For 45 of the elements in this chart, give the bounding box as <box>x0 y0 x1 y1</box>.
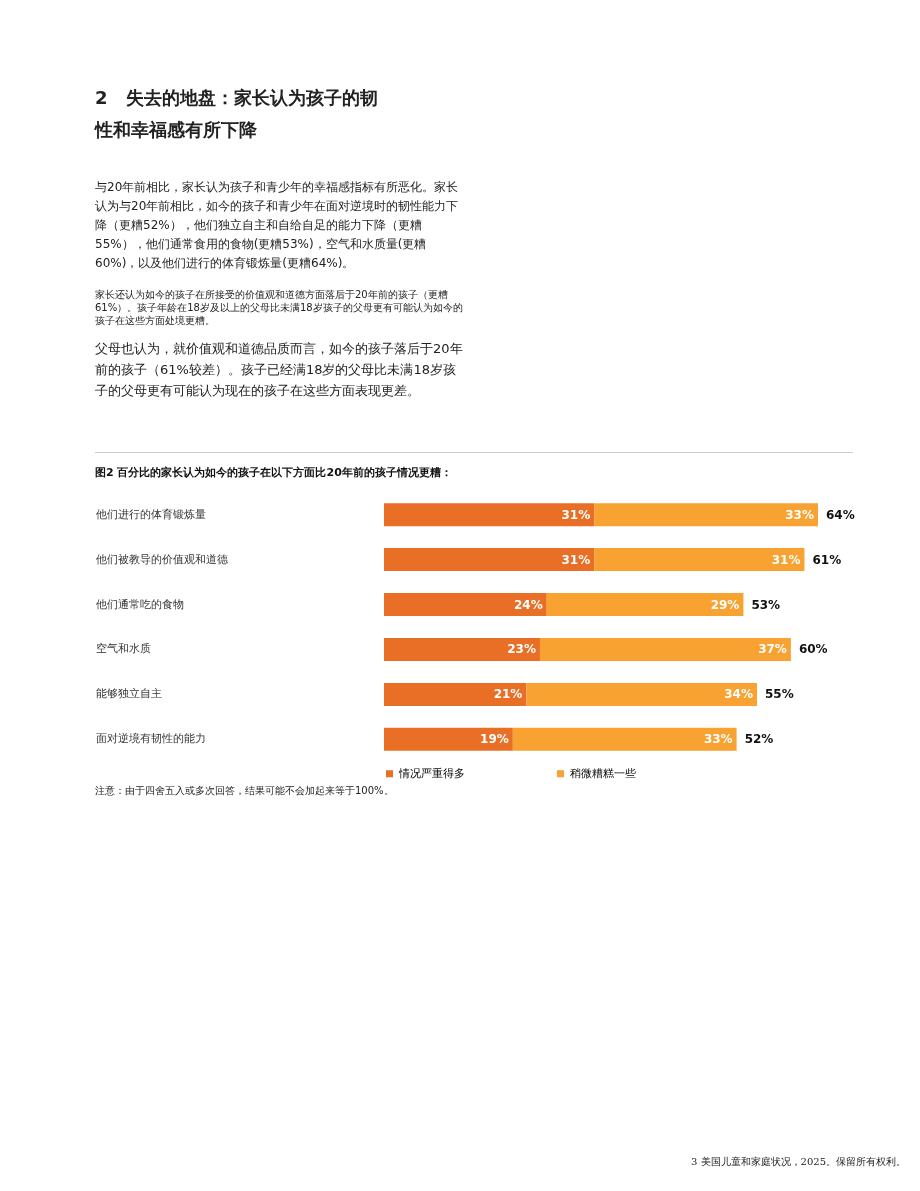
text: 2 失去的地盘：家长认为孩子的韧性和幸福感有所下降 <box>95 86 379 142</box>
bar <box>539 637 791 661</box>
bar <box>384 637 540 661</box>
total-label: 61% <box>812 552 842 567</box>
y-tick-label: 他们通常吃的食物 <box>95 597 184 611</box>
bar <box>526 682 757 706</box>
data-label: 19% <box>480 732 509 747</box>
bar <box>384 503 595 527</box>
data-label: 37% <box>758 642 787 657</box>
data-label: 33% <box>785 507 814 522</box>
legend-label: 情况严重得多 <box>398 766 465 780</box>
data-label: 31% <box>771 552 801 567</box>
text: 3 美国儿童和家庭状况，2025。保留所有权利。 <box>691 1155 906 1169</box>
bar <box>384 727 513 751</box>
legend-label: 稍微糟糕一些 <box>570 766 636 780</box>
bar <box>594 503 818 527</box>
text: 与20年前相比，家长认为孩子和青少年的幸福感指标有所恶化。家长认为与20年前相比，如今的孩子和青少年在面对逆境时的韧性能力下降（更糟52%），他们独立自主和自给自足的能力下降（更糟55%），他们通常食用的食物(更糟53%)，空气和水质量(更糟60%)，以及他们进行的体育锻炼量(更糟64%)。 <box>95 179 460 272</box>
y-tick-label: 空气和水质 <box>95 642 151 656</box>
data-label: 33% <box>703 732 733 747</box>
bar <box>384 593 547 617</box>
text: 图2 百分比的家长认为如今的孩子在以下方面比20年前的孩子情况更糟： <box>95 466 452 479</box>
data-label: 24% <box>514 597 543 612</box>
total-label: 52% <box>744 732 774 747</box>
total-label: 64% <box>826 507 855 522</box>
bar <box>384 548 595 572</box>
text: 家长还认为如今的孩子在所接受的价值观和道德方面落后于20年前的孩子（更糟61%）。孩子年龄在18岁及以上的父母比未满18岁孩子的父母更有可能认为如今的孩子在这些方面处境更糟。 <box>95 288 464 327</box>
bar <box>594 548 805 572</box>
data-label: 29% <box>710 597 740 612</box>
total-label: 55% <box>764 687 794 702</box>
bar <box>384 682 527 706</box>
bar <box>512 727 737 751</box>
data-label: 21% <box>493 687 523 702</box>
data-label: 31% <box>561 507 591 522</box>
data-label: 34% <box>724 687 753 702</box>
y-tick-label: 他们被教导的价值观和道德 <box>95 552 228 566</box>
y-tick-label: 能够独立自主 <box>95 687 162 701</box>
data-label: 23% <box>507 642 536 657</box>
text: 父母也认为，就价值观和道德品质而言，如今的孩子落后于20年前的孩子（61%较差）。孩子已经满18岁的父母比未满18岁孩子的父母更有可能认为现在的孩子在这些方面表现更差。 <box>95 340 464 400</box>
data-label: 31% <box>561 552 591 567</box>
bar <box>546 593 744 617</box>
total-label: 53% <box>751 597 781 612</box>
total-label: 60% <box>798 642 828 657</box>
text: 注意：由于四舍五入或多次回答，结果可能不会加起来等于100%。 <box>95 784 395 798</box>
y-tick-label: 他们进行的体育锻炼量 <box>95 507 206 521</box>
y-tick-label: 面对逆境有韧性的能力 <box>95 732 206 746</box>
